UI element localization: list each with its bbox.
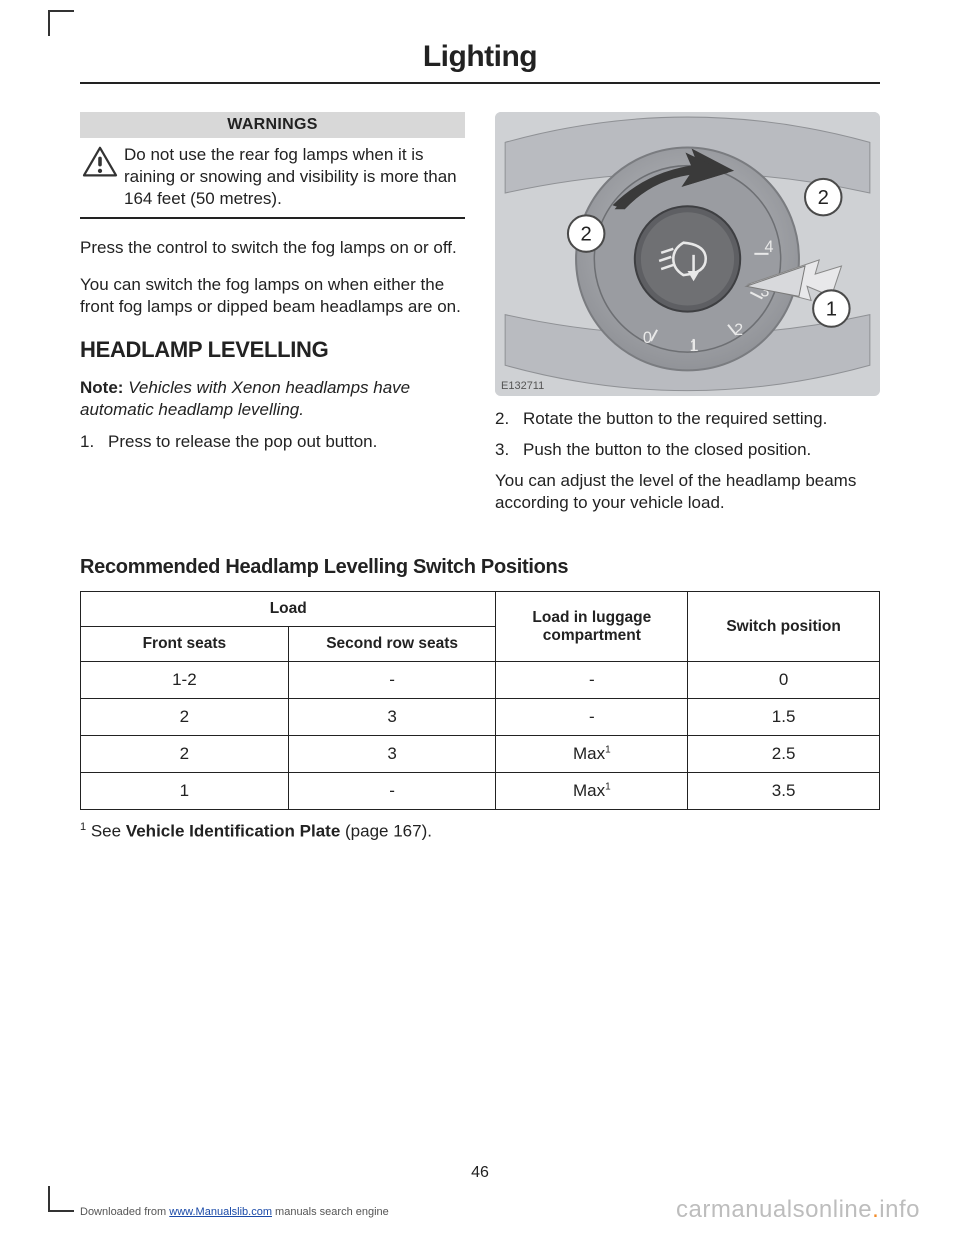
note-line: Note: Vehicles with Xenon headlamps have… [80, 377, 465, 421]
cell-luggage: Max1 [496, 736, 688, 773]
table-body: 1-2 - - 0 2 3 - 1.5 2 3 Max1 2.5 1 - Max… [81, 662, 880, 810]
footnote-post: (page 167). [340, 822, 432, 841]
svg-text:0: 0 [643, 329, 652, 347]
step-2-number: 2. [495, 408, 523, 431]
svg-text:1: 1 [826, 299, 837, 321]
table-footnote: 1 See Vehicle Identification Plate (page… [80, 820, 880, 843]
headlamp-levelling-figure: 0 1 2 3 4 [495, 112, 880, 396]
warning-triangle-icon [82, 146, 118, 178]
table-title: Recommended Headlamp Levelling Switch Po… [80, 556, 880, 579]
heading-headlamp-levelling: HEADLAMP LEVELLING [80, 337, 465, 363]
paragraph-adjust-beams: You can adjust the level of the headlamp… [495, 470, 880, 515]
th-front-seats: Front seats [81, 627, 289, 662]
cell-luggage: Max1 [496, 773, 688, 810]
step-2-text: Rotate the button to the required settin… [523, 408, 827, 431]
dial-illustration: 0 1 2 3 4 [495, 112, 880, 396]
svg-text:2: 2 [818, 187, 829, 209]
svg-text:2: 2 [581, 224, 592, 246]
figure-id: E132711 [501, 380, 544, 392]
cell-front: 1 [81, 773, 289, 810]
download-source: Downloaded from www.Manualslib.com manua… [80, 1206, 389, 1218]
dl-pre: Downloaded from [80, 1206, 169, 1218]
cell-second: - [288, 662, 496, 699]
th-luggage: Load in luggage compartment [496, 592, 688, 662]
watermark-b: info [879, 1196, 920, 1223]
two-column-layout: WARNINGS Do not use the rear fog lamps w… [80, 112, 880, 528]
warnings-body: Do not use the rear fog lamps when it is… [80, 138, 465, 217]
dl-post: manuals search engine [272, 1206, 389, 1218]
footnote-pre: See [86, 822, 126, 841]
right-column: 0 1 2 3 4 [495, 112, 880, 528]
table-row: 2 3 - 1.5 [81, 699, 880, 736]
footnote-link-text: Vehicle Identification Plate [126, 822, 340, 841]
cell-second: 3 [288, 699, 496, 736]
cell-luggage: - [496, 699, 688, 736]
warnings-header: WARNINGS [80, 112, 465, 138]
paragraph-fog-condition: You can switch the fog lamps on when eit… [80, 274, 465, 319]
th-switch: Switch position [688, 592, 880, 662]
step-3: 3. Push the button to the closed positio… [495, 439, 880, 462]
step-1: 1. Press to release the pop out button. [80, 431, 465, 454]
paragraph-fog-toggle: Press the control to switch the fog lamp… [80, 237, 465, 259]
page-title: Lighting [80, 40, 880, 84]
crop-mark-top-left [48, 10, 74, 36]
dl-link[interactable]: www.Manualslib.com [169, 1206, 272, 1218]
cell-front: 1-2 [81, 662, 289, 699]
step-1-number: 1. [80, 431, 108, 454]
left-column: WARNINGS Do not use the rear fog lamps w… [80, 112, 465, 528]
cell-switch: 2.5 [688, 736, 880, 773]
note-label: Note: [80, 378, 123, 397]
cell-front: 2 [81, 736, 289, 773]
step-1-text: Press to release the pop out button. [108, 431, 377, 454]
th-load: Load [81, 592, 496, 627]
warnings-text: Do not use the rear fog lamps when it is… [124, 144, 461, 209]
crop-mark-bottom-left [48, 1186, 74, 1212]
cell-switch: 0 [688, 662, 880, 699]
levelling-table: Load Load in luggage compartment Switch … [80, 591, 880, 810]
table-row: 2 3 Max1 2.5 [81, 736, 880, 773]
svg-text:2: 2 [734, 321, 743, 339]
watermark: carmanualsonline.info [676, 1196, 920, 1224]
table-row: 1-2 - - 0 [81, 662, 880, 699]
note-text: Vehicles with Xenon headlamps have autom… [80, 378, 410, 419]
cell-front: 2 [81, 699, 289, 736]
step-2: 2. Rotate the button to the required set… [495, 408, 880, 431]
table-row: 1 - Max1 3.5 [81, 773, 880, 810]
th-second-row: Second row seats [288, 627, 496, 662]
warnings-box: WARNINGS Do not use the rear fog lamps w… [80, 112, 465, 219]
cell-switch: 1.5 [688, 699, 880, 736]
cell-switch: 3.5 [688, 773, 880, 810]
cell-second: 3 [288, 736, 496, 773]
cell-luggage: - [496, 662, 688, 699]
step-3-text: Push the button to the closed position. [523, 439, 811, 462]
page-number: 46 [0, 1164, 960, 1182]
watermark-a: carmanualsonline [676, 1196, 872, 1223]
step-3-number: 3. [495, 439, 523, 462]
cell-second: - [288, 773, 496, 810]
